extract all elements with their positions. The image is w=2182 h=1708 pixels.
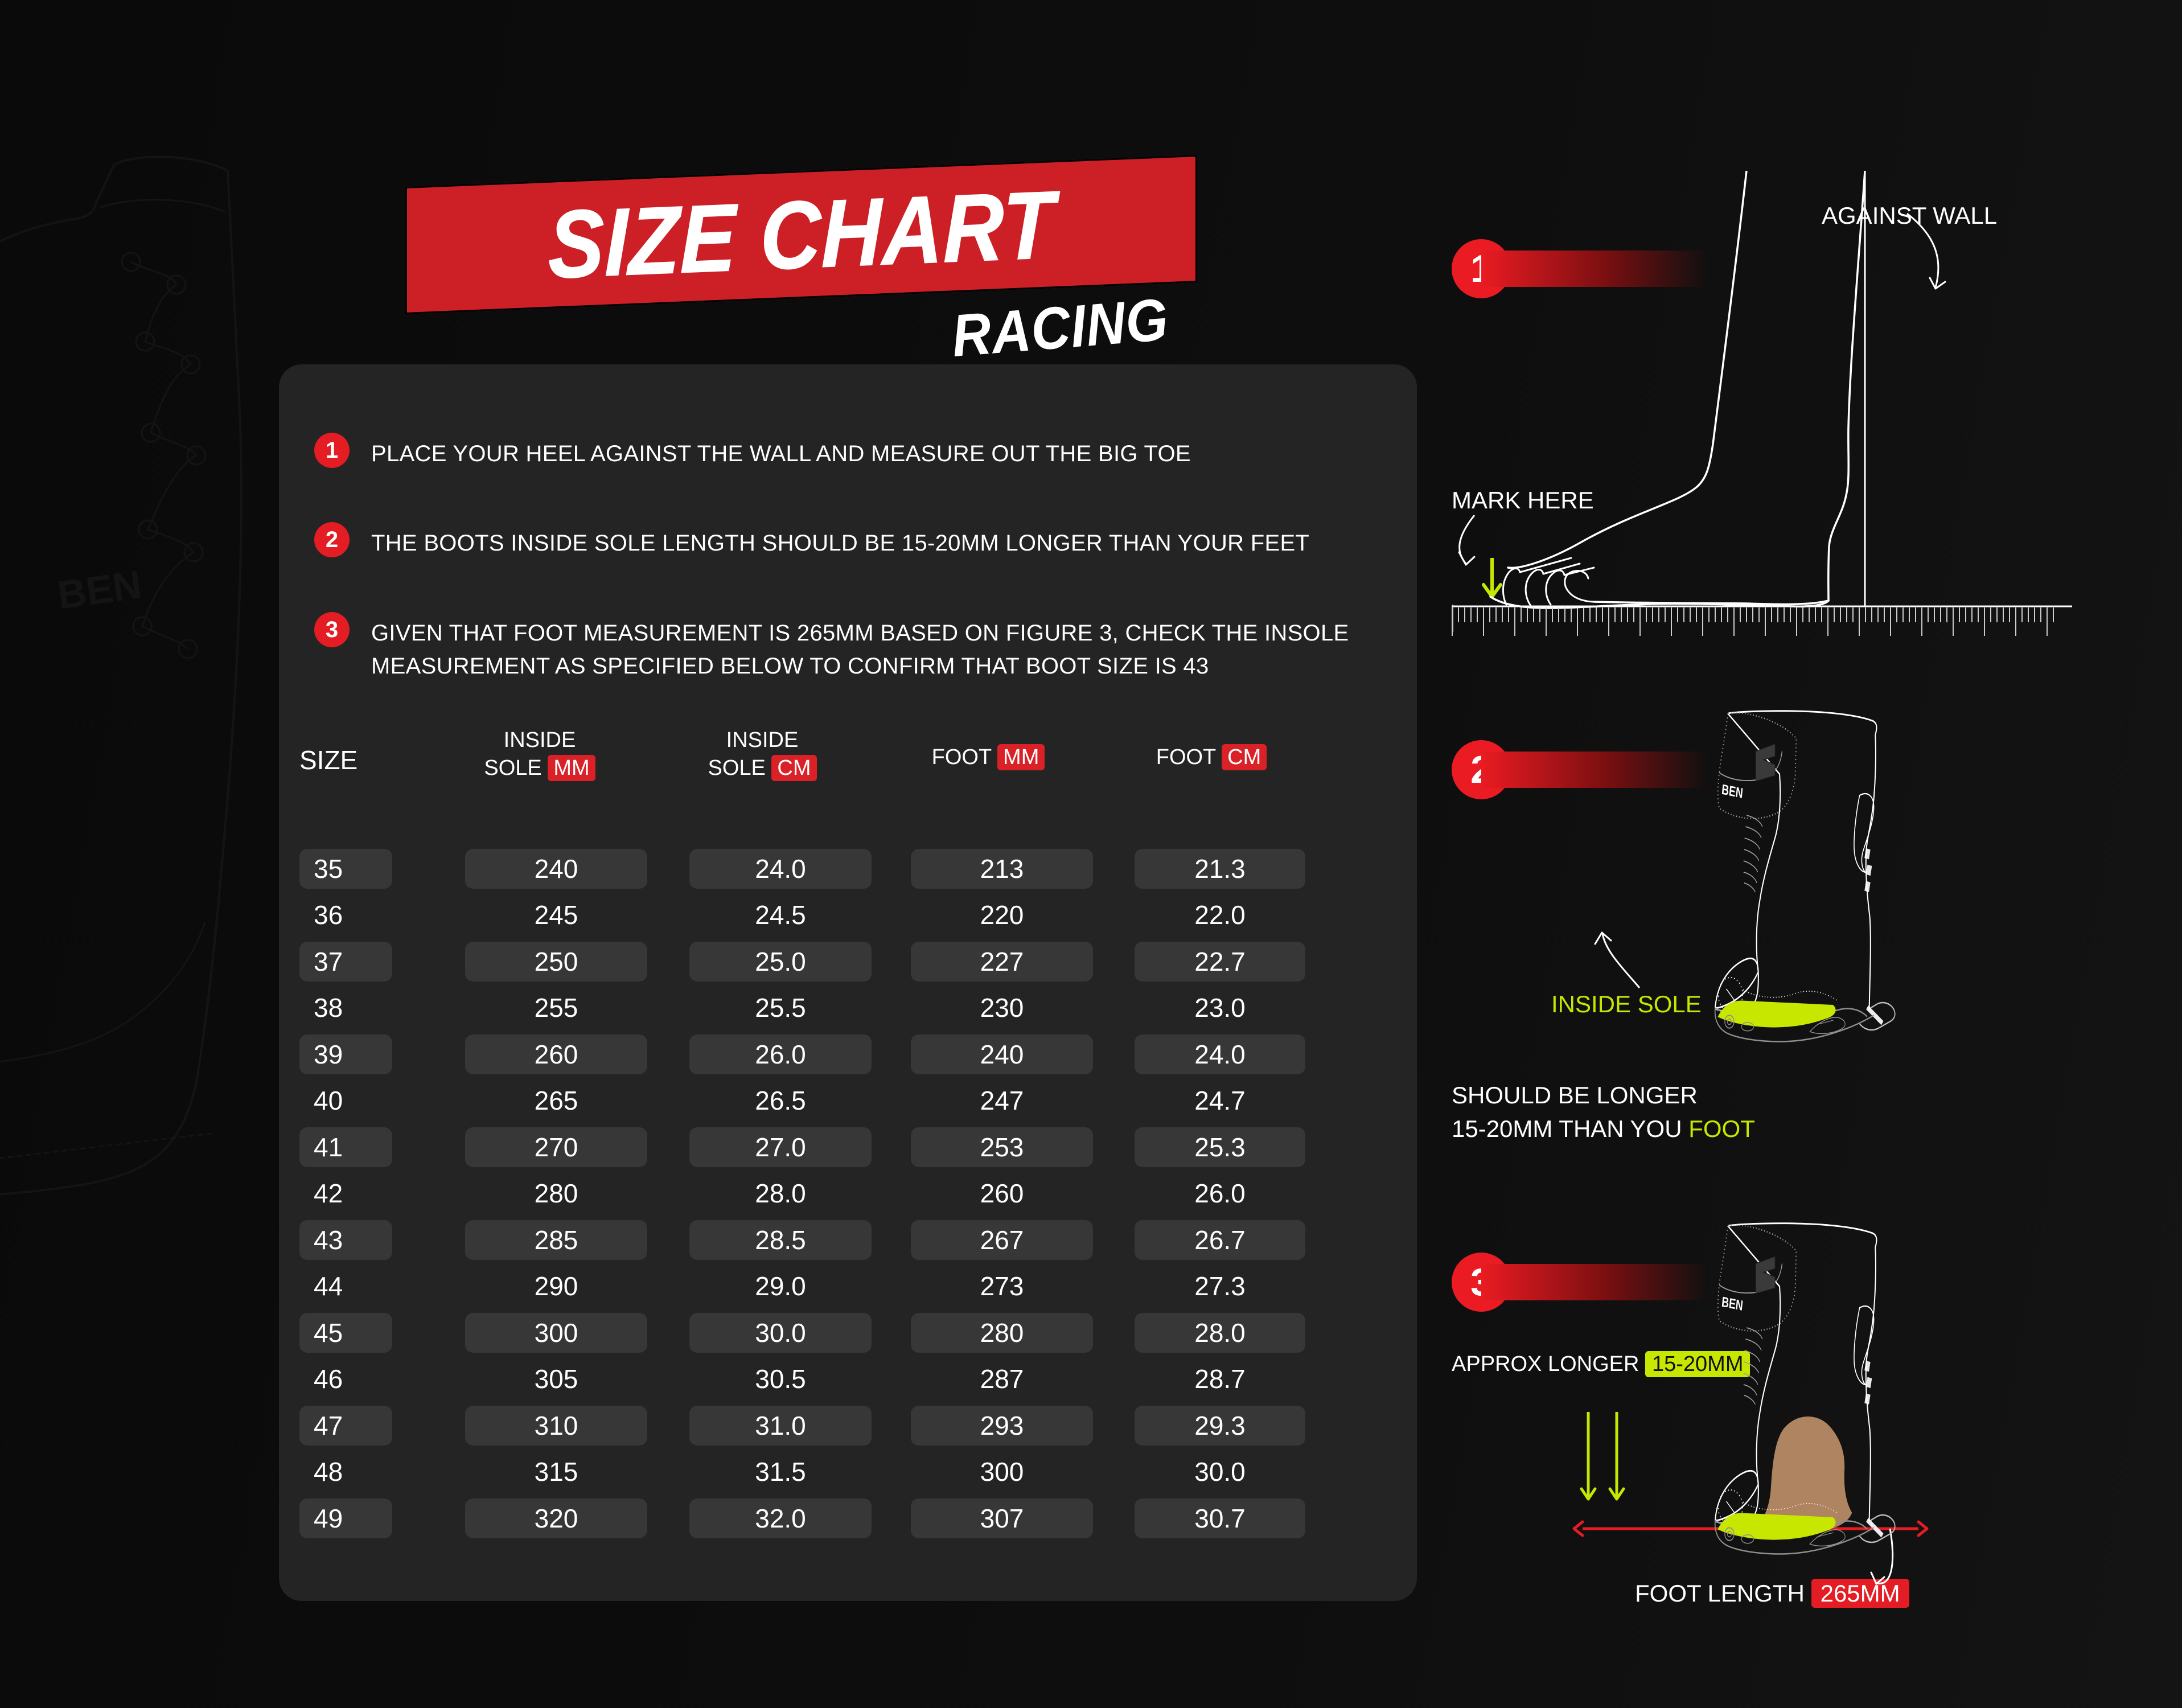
- svg-text:BEN: BEN: [55, 562, 144, 618]
- svg-text:BEN: BEN: [1721, 781, 1744, 802]
- svg-text:BEN: BEN: [1721, 1294, 1744, 1314]
